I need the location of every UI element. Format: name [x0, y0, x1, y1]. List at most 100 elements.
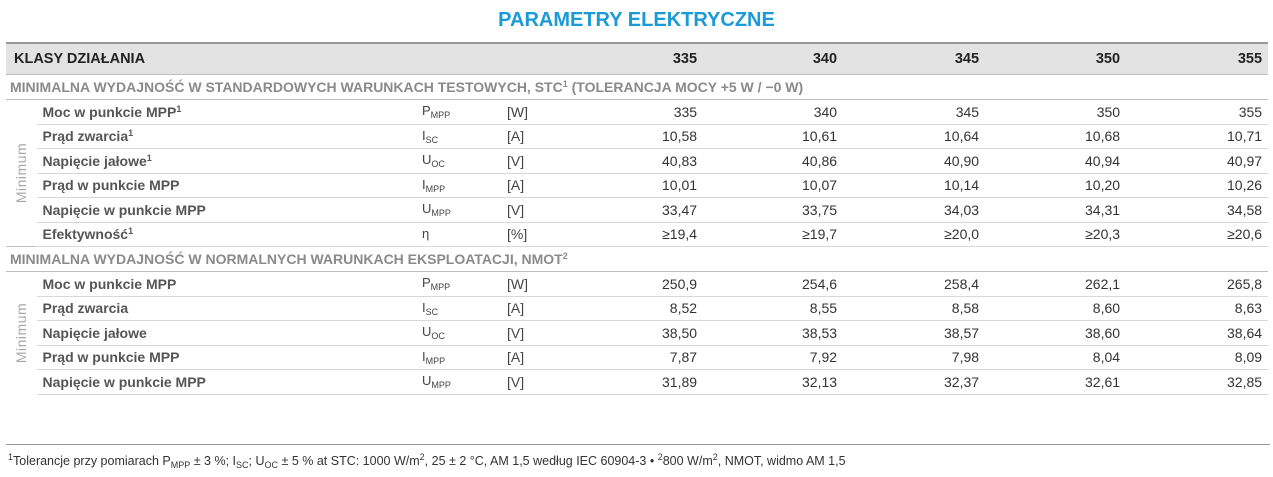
- parameter-value: 254,6: [703, 271, 844, 297]
- parameter-value: 10,20: [985, 173, 1127, 198]
- footnote-text: ± 3 %; I: [190, 454, 237, 468]
- parameter-value: 335: [555, 99, 704, 125]
- parameter-value: ≥20,3: [985, 222, 1127, 247]
- parameter-value: 7,87: [555, 345, 704, 370]
- footnote-text: ; U: [248, 454, 265, 468]
- parameter-name: Moc w punkcie MPP1: [36, 99, 422, 125]
- side-label: Minimum: [6, 271, 37, 394]
- footnote-marker: 2: [657, 452, 663, 462]
- footnote-sup: 2: [419, 452, 425, 462]
- parameter-symbol: UMPP: [422, 197, 507, 223]
- header-class: 345: [843, 42, 986, 75]
- side-label: Minimum: [6, 99, 37, 247]
- parameter-name: Napięcie w punkcie MPP: [36, 197, 422, 223]
- parameter-value: 32,85: [1126, 369, 1269, 395]
- parameter-value: 340: [703, 99, 844, 125]
- parameter-value: 31,89: [555, 369, 704, 395]
- parameter-value: 34,58: [1126, 197, 1269, 223]
- parameter-value: 345: [843, 99, 986, 125]
- parameter-value: 34,31: [985, 197, 1127, 223]
- parameter-value: 38,53: [703, 320, 844, 346]
- table-row: Napięcie w punkcie MPP UMPP [V] 31,89 32,13 3…: [6, 369, 1269, 395]
- parameter-value: 33,47: [555, 197, 704, 223]
- header-label: KLASY DZIAŁANIA: [6, 42, 556, 75]
- parameter-name: Prąd w punkcie MPP: [36, 173, 422, 198]
- section-header-row: MINIMALNA WYDAJNOŚĆ W STANDARDOWYCH WARU…: [6, 74, 1269, 100]
- parameter-value: 8,55: [703, 296, 844, 321]
- parameter-value: 10,58: [555, 124, 704, 149]
- parameter-value: 8,09: [1126, 345, 1269, 370]
- header-class: 350: [985, 42, 1127, 75]
- parameter-unit: [A]: [507, 173, 556, 198]
- parameter-symbol: ISC: [422, 296, 507, 321]
- parameter-value: 10,64: [843, 124, 986, 149]
- parameter-name: Napięcie w punkcie MPP: [36, 369, 422, 395]
- footnote: 1Tolerancje przy pomiarach PMPP ± 3 %; I…: [6, 444, 1270, 470]
- parameter-value: 40,97: [1126, 148, 1269, 174]
- table-row: Prąd zwarcia ISC [A] 8,52 8,55 8,58 8,60 8,63: [6, 296, 1269, 321]
- header-class: 335: [555, 42, 704, 75]
- parameter-value: 258,4: [843, 271, 986, 297]
- parameter-value: 8,52: [555, 296, 704, 321]
- parameter-unit: [%]: [507, 222, 556, 247]
- parameter-value: ≥19,4: [555, 222, 704, 247]
- electrical-parameters-table: KLASY DZIAŁANIA 335 340 345 350 355 MINI…: [6, 42, 1269, 395]
- parameter-value: 32,13: [703, 369, 844, 395]
- footnote-text: 800 W/m: [662, 454, 713, 468]
- table-row: Minimum Moc w punkcie MPP PMPP [W] 250,9 254,…: [6, 271, 1269, 394]
- parameter-unit: [A]: [507, 296, 556, 321]
- parameter-value: 33,75: [703, 197, 844, 223]
- footnote-text: Tolerancje przy pomiarach P: [13, 454, 171, 468]
- parameter-value: 38,60: [985, 320, 1127, 346]
- parameter-name: Prąd zwarcia: [36, 296, 422, 321]
- parameter-symbol: PMPP: [422, 99, 507, 125]
- footnote-sup: 2: [712, 452, 718, 462]
- section-title: MINIMALNA WYDAJNOŚĆ W STANDARDOWYCH WARU…: [6, 74, 1269, 100]
- parameter-name: Moc w punkcie MPP: [36, 271, 422, 297]
- footnote-sub: SC: [236, 460, 249, 470]
- parameter-value: 38,57: [843, 320, 986, 346]
- parameter-value: 265,8: [1126, 271, 1269, 297]
- footnote-text: , NMOT, widmo AM 1,5: [717, 454, 846, 468]
- parameter-name: Efektywność1: [36, 222, 422, 247]
- table-row: Minimum Moc w punkcie MPP1 PMPP [W] 335 340 34…: [6, 99, 1269, 247]
- parameter-value: 32,61: [985, 369, 1127, 395]
- parameter-unit: [W]: [507, 99, 556, 125]
- header-row: KLASY DZIAŁANIA 335 340 345 350 355: [6, 42, 1269, 75]
- parameter-unit: [V]: [507, 320, 556, 346]
- parameter-symbol: PMPP: [422, 271, 507, 297]
- parameter-value: 40,83: [555, 148, 704, 174]
- parameter-value: 8,63: [1126, 296, 1269, 321]
- parameter-unit: [V]: [507, 148, 556, 174]
- parameter-symbol: UOC: [422, 320, 507, 346]
- footnote-sub: OC: [264, 460, 279, 470]
- parameter-symbol: UOC: [422, 148, 507, 174]
- table-row: Napięcie jałowe UOC [V] 38,50 38,53 38,57 38,6…: [6, 320, 1269, 346]
- parameter-name: Napięcie jałowe1: [36, 148, 422, 174]
- table-row: Prąd w punkcie MPP IMPP [A] 7,87 7,92 7,98 8,0…: [6, 345, 1269, 370]
- parameter-value: 8,58: [843, 296, 986, 321]
- table-row: Prąd w punkcie MPP IMPP [A] 10,01 10,07 10,14…: [6, 173, 1269, 198]
- footnote-marker: 1: [8, 452, 14, 462]
- parameter-unit: [A]: [507, 345, 556, 370]
- parameter-value: 38,50: [555, 320, 704, 346]
- parameter-value: ≥19,7: [703, 222, 844, 247]
- table-row: Napięcie jałowe1 UOC [V] 40,83 40,86 40,90 40,…: [6, 148, 1269, 174]
- parameter-value: 38,64: [1126, 320, 1269, 346]
- parameter-value: 40,94: [985, 148, 1127, 174]
- header-class: 355: [1126, 42, 1269, 75]
- parameter-symbol: ISC: [422, 124, 507, 149]
- parameter-symbol: IMPP: [422, 345, 507, 370]
- parameter-value: 40,86: [703, 148, 844, 174]
- page-title: PARAMETRY ELEKTRYCZNE: [498, 9, 775, 31]
- footnote-sub: MPP: [170, 460, 191, 470]
- parameter-value: 10,26: [1126, 173, 1269, 198]
- parameter-value: 10,01: [555, 173, 704, 198]
- parameter-value: 10,68: [985, 124, 1127, 149]
- parameter-value: 7,92: [703, 345, 844, 370]
- parameter-name: Prąd w punkcie MPP: [36, 345, 422, 370]
- parameter-unit: [V]: [507, 369, 556, 395]
- parameter-value: 10,07: [703, 173, 844, 198]
- parameter-symbol: η: [422, 222, 507, 247]
